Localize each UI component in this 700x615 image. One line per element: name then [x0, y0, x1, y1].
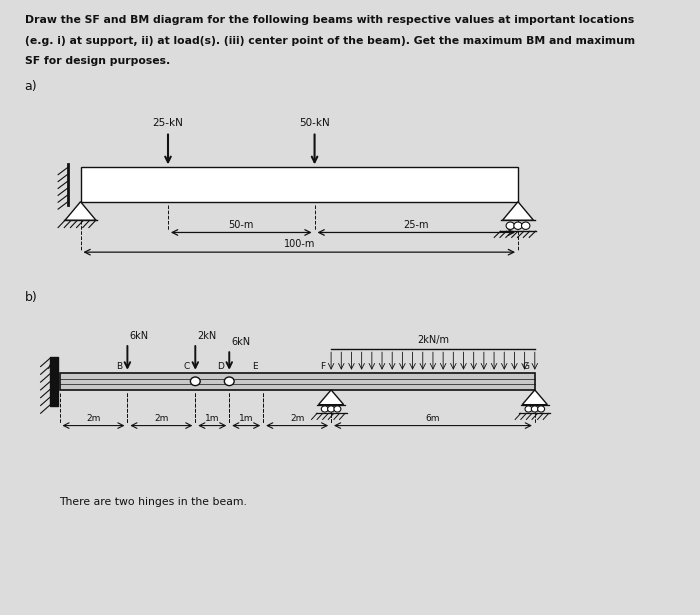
Circle shape	[334, 406, 341, 412]
Circle shape	[525, 406, 532, 412]
Text: 2kN: 2kN	[197, 331, 217, 341]
Text: 6kN: 6kN	[130, 331, 148, 341]
Text: 50-m: 50-m	[229, 220, 254, 229]
Polygon shape	[522, 390, 547, 405]
Text: E: E	[252, 362, 258, 371]
Text: 6m: 6m	[426, 414, 440, 423]
Text: SF for design purposes.: SF for design purposes.	[25, 56, 169, 66]
Text: 2kN/m: 2kN/m	[417, 335, 449, 345]
Text: a): a)	[25, 80, 37, 93]
Text: D: D	[218, 362, 224, 371]
Circle shape	[224, 377, 234, 386]
Circle shape	[538, 406, 545, 412]
Text: 25-m: 25-m	[403, 220, 429, 229]
Text: 2m: 2m	[290, 414, 304, 423]
Circle shape	[328, 406, 335, 412]
Text: 25-kN: 25-kN	[153, 118, 183, 128]
Circle shape	[506, 222, 514, 229]
Text: A: A	[48, 362, 54, 371]
Circle shape	[514, 222, 522, 229]
Polygon shape	[318, 390, 344, 405]
Circle shape	[321, 406, 328, 412]
Text: 50-kN: 50-kN	[299, 118, 330, 128]
Polygon shape	[65, 202, 96, 220]
Text: F: F	[320, 362, 326, 371]
Text: There are two hinges in the beam.: There are two hinges in the beam.	[60, 498, 247, 507]
Circle shape	[190, 377, 200, 386]
Text: 6kN: 6kN	[231, 337, 251, 347]
Text: B: B	[116, 362, 122, 371]
Circle shape	[531, 406, 538, 412]
Text: (e.g. i) at support, ii) at load(s). (iii) center point of the beam). Get the ma: (e.g. i) at support, ii) at load(s). (ii…	[25, 36, 635, 46]
Text: C: C	[184, 362, 190, 371]
Text: Draw the SF and BM diagram for the following beams with respective values at imp: Draw the SF and BM diagram for the follo…	[25, 15, 634, 25]
Text: 1m: 1m	[205, 414, 220, 423]
Polygon shape	[60, 373, 535, 390]
Text: 1m: 1m	[239, 414, 253, 423]
Text: 2m: 2m	[154, 414, 169, 423]
Polygon shape	[503, 202, 533, 220]
Polygon shape	[80, 167, 518, 202]
Text: G: G	[523, 362, 530, 371]
Text: 2m: 2m	[86, 414, 101, 423]
Text: b): b)	[25, 291, 37, 304]
Circle shape	[522, 222, 530, 229]
Text: 100-m: 100-m	[284, 239, 315, 249]
